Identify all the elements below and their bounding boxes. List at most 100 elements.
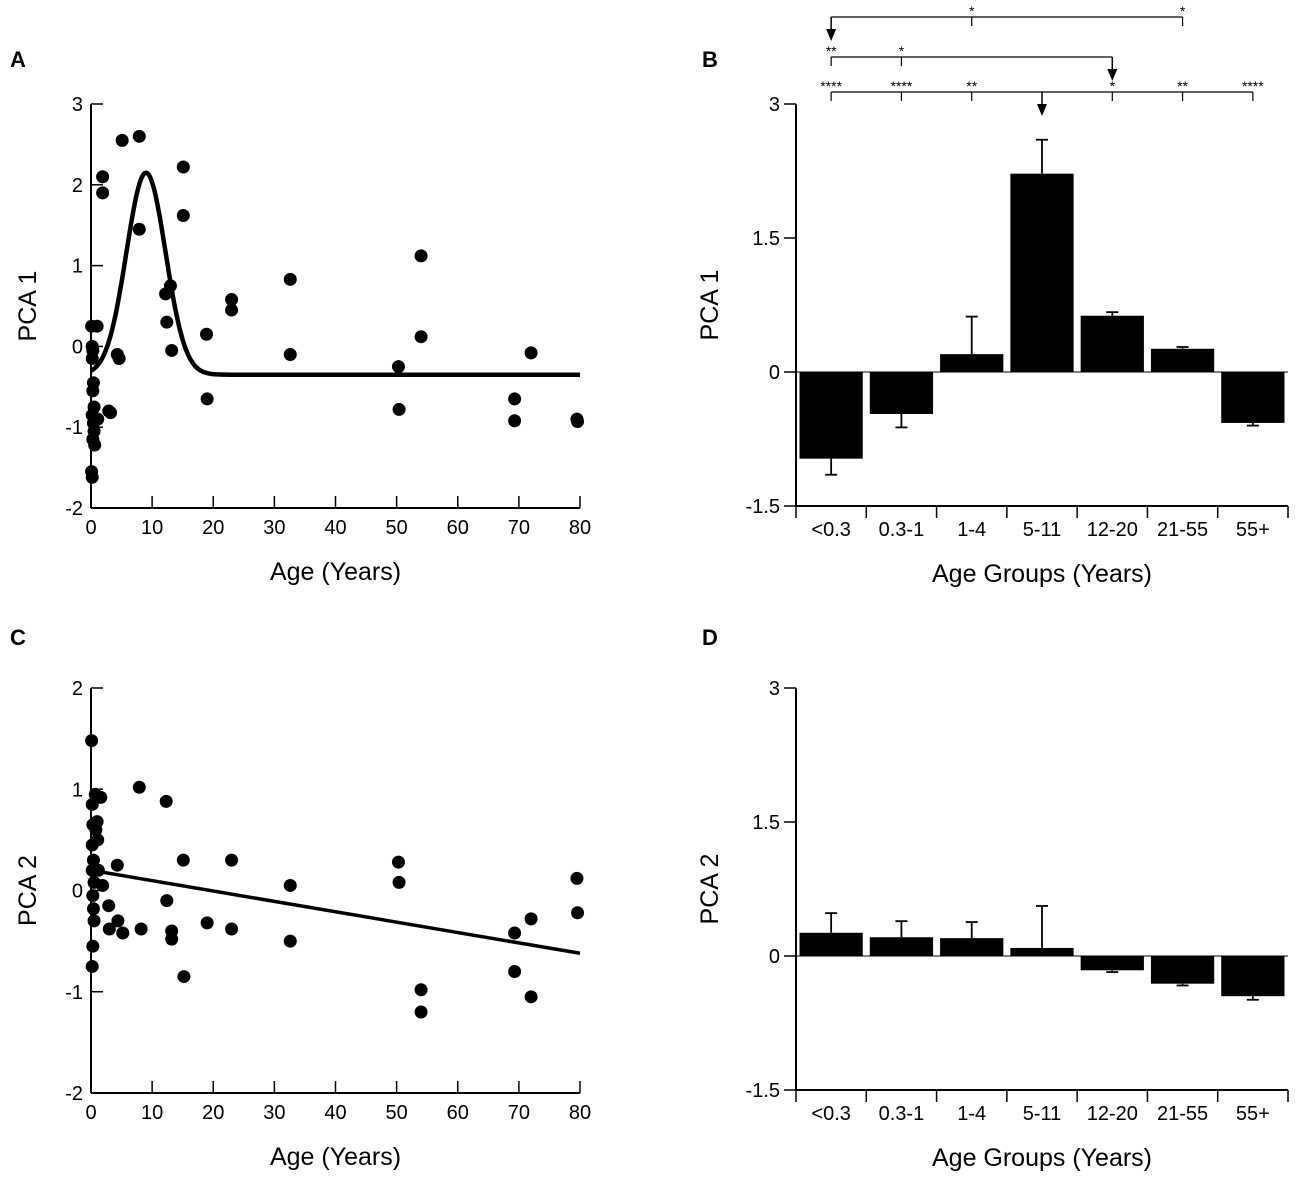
- fit-line: [90, 868, 581, 956]
- data-point: [85, 734, 99, 748]
- y-tick-label: -1: [65, 982, 83, 1004]
- significance-label: **: [826, 43, 837, 59]
- y-tick-label: 1.5: [752, 812, 780, 834]
- data-point: [414, 1005, 428, 1019]
- data-point: [86, 939, 100, 953]
- data-point: [85, 959, 99, 973]
- data-point: [570, 871, 584, 885]
- data-point: [571, 906, 585, 920]
- x-tick-label: 70: [508, 1102, 530, 1124]
- y-tick-label: -1.5: [746, 496, 780, 518]
- data-point: [85, 352, 99, 366]
- data-point: [225, 303, 239, 317]
- x-tick-label: 50: [386, 517, 408, 539]
- data-point: [94, 790, 108, 804]
- data-point: [160, 894, 174, 908]
- y-tick-label: 1: [72, 256, 83, 278]
- x-tick-label: 30: [263, 517, 285, 539]
- arrow-down-icon: [1037, 104, 1047, 116]
- significance-bracket-12-20: ** *: [826, 43, 1118, 81]
- x-tick-label: 40: [324, 517, 346, 539]
- y-tick-label: 3: [769, 678, 780, 700]
- x-tick-label: 20: [202, 517, 224, 539]
- data-point: [86, 889, 100, 903]
- x-tick-label: 12-20: [1087, 1103, 1138, 1125]
- data-point: [165, 932, 179, 946]
- data-point: [86, 853, 100, 867]
- significance-label: *: [899, 43, 905, 59]
- y-tick-label: 1.5: [752, 228, 780, 250]
- x-tick-label: 50: [386, 1102, 408, 1124]
- data-point: [110, 858, 124, 872]
- x-tick-label: 55+: [1236, 1103, 1270, 1125]
- y-tick-label: -1: [65, 417, 83, 439]
- data-point: [163, 279, 177, 293]
- data-point: [391, 360, 405, 374]
- data-point: [392, 875, 406, 889]
- data-point: [414, 983, 428, 997]
- data-point: [165, 343, 179, 357]
- data-point: [115, 133, 129, 147]
- significance-label: ****: [820, 78, 842, 94]
- data-point: [91, 412, 105, 426]
- data-point: [524, 912, 538, 926]
- y-tick-label: 2: [72, 175, 83, 197]
- x-tick-label: 1-4: [957, 519, 986, 541]
- data-point: [508, 414, 522, 428]
- significance-label: **: [966, 78, 977, 94]
- data-point: [160, 315, 174, 329]
- x-tick-label: 20: [202, 1102, 224, 1124]
- data-point: [96, 170, 110, 184]
- data-point: [176, 209, 190, 223]
- x-tick-label: 40: [324, 1102, 346, 1124]
- significance-bracket-5-11: **** **** ** * ** ****: [820, 78, 1264, 116]
- x-tick-label: 12-20: [1087, 519, 1138, 541]
- y-tick-label: 3: [72, 94, 83, 116]
- bar-<0.3: [799, 932, 863, 956]
- x-tick-label: 0: [85, 1102, 96, 1124]
- data-point: [176, 853, 190, 867]
- data-point: [392, 402, 406, 416]
- data-point: [524, 990, 538, 1004]
- data-point: [200, 327, 214, 341]
- y-tick-label: 0: [769, 362, 780, 384]
- bar-<0.3: [799, 372, 863, 459]
- y-tick-label: -1.5: [746, 1080, 780, 1102]
- y-axis-label: PCA 1: [14, 271, 42, 342]
- data-point: [132, 222, 146, 236]
- x-tick-label: 55+: [1236, 519, 1270, 541]
- data-point: [116, 926, 130, 940]
- panel-letter-c: C: [10, 625, 26, 650]
- x-tick-label: 80: [569, 517, 591, 539]
- data-point: [91, 863, 105, 877]
- data-point: [112, 352, 126, 366]
- data-point: [283, 347, 297, 361]
- significance-label: ****: [1242, 78, 1264, 94]
- data-point: [90, 815, 104, 829]
- data-point: [200, 916, 214, 930]
- data-point: [134, 922, 148, 936]
- y-tick-label: -2: [65, 498, 83, 520]
- x-tick-label: 10: [141, 1102, 163, 1124]
- panel-letter-a: A: [10, 47, 26, 72]
- data-point: [159, 794, 173, 808]
- data-point: [111, 914, 125, 928]
- data-point: [91, 833, 105, 847]
- significance-label: ****: [891, 78, 913, 94]
- x-tick-label: 70: [508, 517, 530, 539]
- bar-55+: [1221, 372, 1285, 423]
- bar-5-11: [1010, 947, 1074, 956]
- data-point: [225, 293, 239, 307]
- data-point: [283, 878, 297, 892]
- bar-12-20: [1080, 956, 1144, 971]
- x-tick-label: 1-4: [957, 1103, 986, 1125]
- arrow-down-icon: [826, 29, 837, 41]
- data-point: [391, 855, 405, 869]
- y-tick-label: 1: [72, 779, 83, 801]
- x-tick-label: 5-11: [1023, 519, 1062, 541]
- data-point: [86, 384, 100, 398]
- x-tick-label: 60: [447, 1102, 469, 1124]
- significance-label: *: [1110, 78, 1116, 94]
- x-tick-label: 0.3-1: [879, 1103, 925, 1125]
